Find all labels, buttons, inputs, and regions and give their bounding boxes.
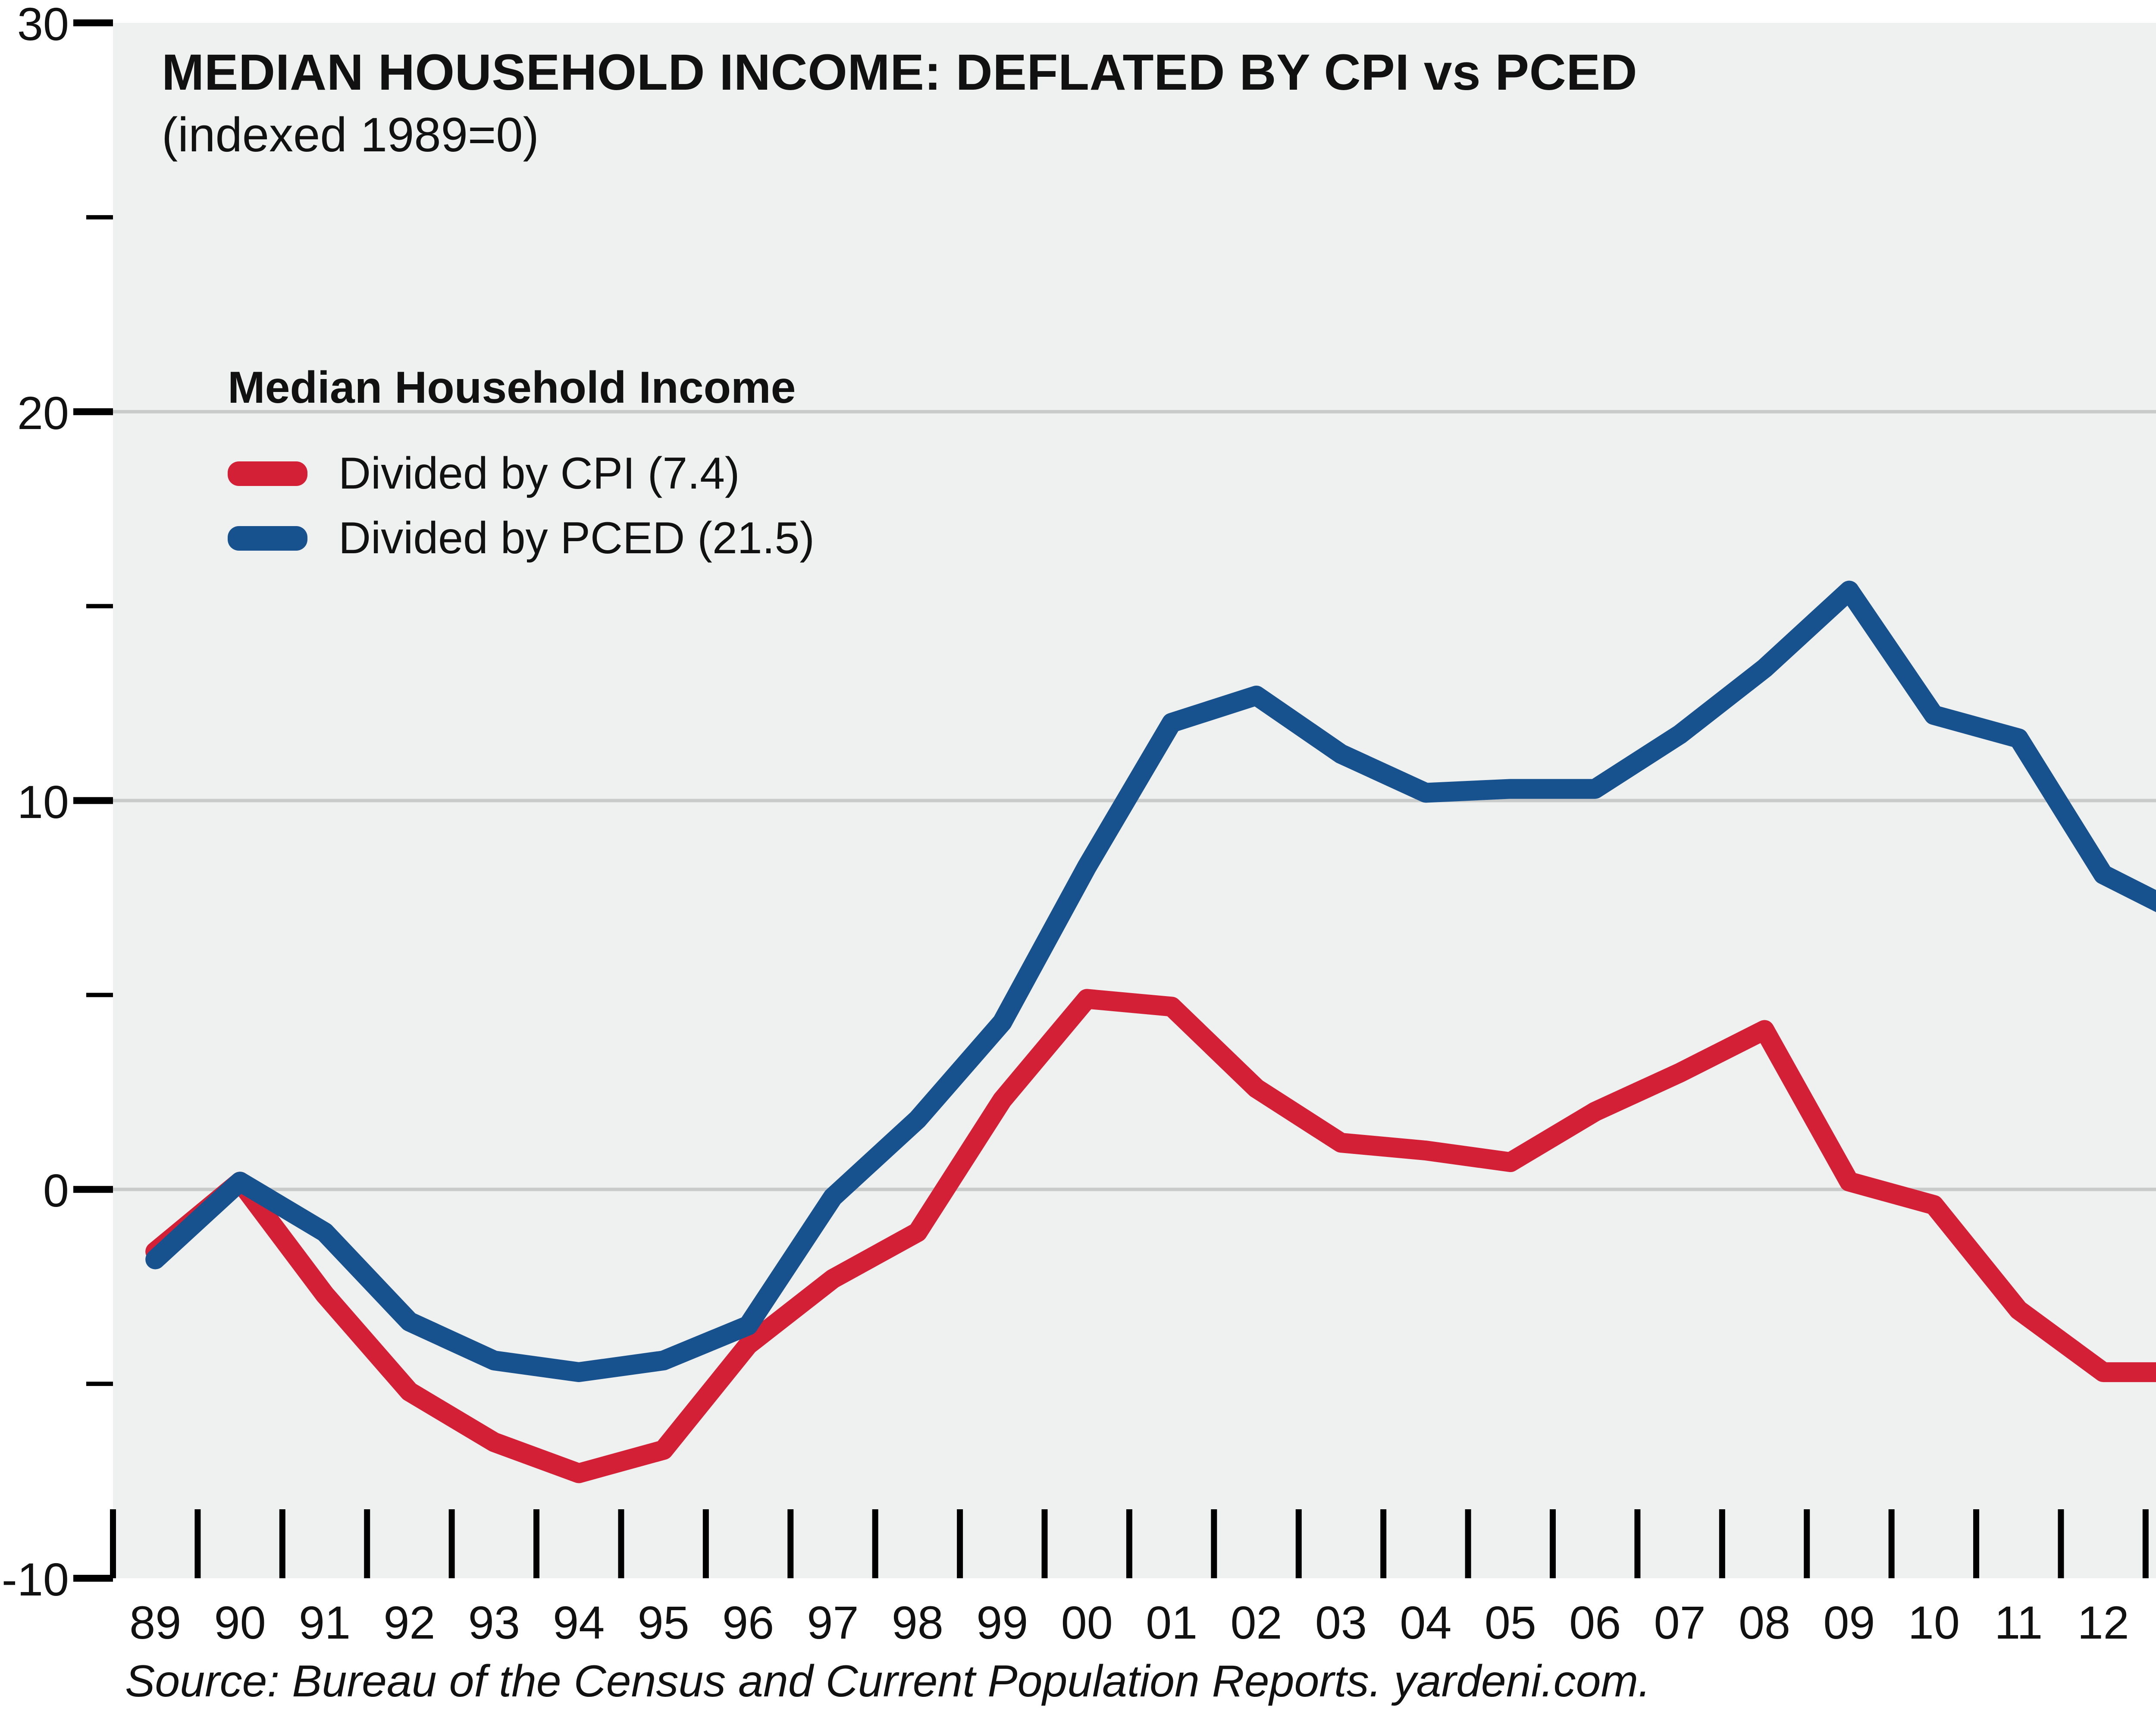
legend-swatch-cpi xyxy=(228,461,307,486)
x-axis-tick-label: 06 xyxy=(1569,1596,1621,1649)
y-axis-tick-label: -10 xyxy=(1,1553,69,1605)
chart-title: MEDIAN HOUSEHOLD INCOME: DEFLATED BY CPI… xyxy=(162,44,1638,101)
legend-label-pced: Divided by PCED (21.5) xyxy=(338,513,815,563)
legend-item-cpi[interactable]: Divided by CPI (7.4) xyxy=(228,441,815,506)
x-axis-tick-label: 98 xyxy=(891,1596,943,1649)
chart-subtitle: (indexed 1989=0) xyxy=(162,108,539,162)
x-axis-tick-label: 02 xyxy=(1230,1596,1282,1649)
series-line-pced xyxy=(145,580,2156,1382)
x-axis-tick-label: 91 xyxy=(298,1596,351,1649)
x-axis-tick-label: 95 xyxy=(637,1596,689,1649)
x-axis-tick-label: 09 xyxy=(1823,1596,1875,1649)
x-axis-tick-label: 99 xyxy=(976,1596,1028,1649)
x-axis-tick-label: 10 xyxy=(1908,1596,1960,1649)
x-axis-tick-label: 92 xyxy=(383,1596,436,1649)
x-axis-tick-label: 07 xyxy=(1654,1596,1706,1649)
x-axis-tick-label: 03 xyxy=(1315,1596,1367,1649)
x-axis-tick-label: 89 xyxy=(129,1596,182,1649)
series-line-cpi xyxy=(145,989,2156,1483)
x-axis-tick-label: 96 xyxy=(722,1596,774,1649)
x-axis-tick-label: 97 xyxy=(807,1596,859,1649)
x-axis-tick-label: 90 xyxy=(214,1596,266,1649)
y-axis-tick-label: 20 xyxy=(17,386,69,439)
legend-label-cpi: Divided by CPI (7.4) xyxy=(338,448,740,498)
x-axis-tick-label: 12 xyxy=(2077,1596,2129,1649)
legend-item-pced[interactable]: Divided by PCED (21.5) xyxy=(228,506,815,570)
legend-swatch-pced xyxy=(228,526,307,551)
x-axis-tick-label: 11 xyxy=(1994,1596,2043,1649)
x-axis-tick-label: 08 xyxy=(1738,1596,1791,1649)
legend-title: Median Household Income xyxy=(228,363,796,413)
x-axis-tick-label: 00 xyxy=(1061,1596,1113,1649)
y-axis-tick-label: 30 xyxy=(17,0,69,50)
source-note: Source: Bureau of the Census and Current… xyxy=(125,1656,1651,1706)
x-axis-tick-label: 94 xyxy=(553,1596,605,1649)
y-axis-tick-label: 10 xyxy=(17,775,69,828)
x-axis-tick-label: 01 xyxy=(1146,1596,1198,1649)
chart-legend: Median Household Income Divided by CPI (… xyxy=(228,362,815,570)
x-axis-tick-label: 05 xyxy=(1484,1596,1536,1649)
x-axis-tick-label: 04 xyxy=(1400,1596,1452,1649)
x-axis-tick-label: 93 xyxy=(468,1596,520,1649)
y-axis-tick-label: 0 xyxy=(43,1164,69,1217)
